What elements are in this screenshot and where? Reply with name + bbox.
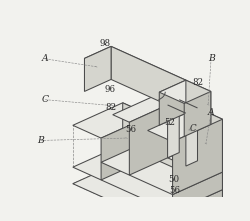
Polygon shape bbox=[168, 100, 179, 158]
Polygon shape bbox=[148, 108, 222, 142]
Polygon shape bbox=[159, 80, 211, 103]
Polygon shape bbox=[172, 206, 222, 221]
Polygon shape bbox=[123, 103, 151, 157]
Polygon shape bbox=[172, 190, 222, 221]
Polygon shape bbox=[151, 140, 222, 190]
Polygon shape bbox=[129, 100, 179, 175]
Polygon shape bbox=[73, 161, 222, 221]
Polygon shape bbox=[162, 92, 179, 152]
Polygon shape bbox=[159, 80, 186, 125]
Text: A: A bbox=[42, 54, 48, 63]
Polygon shape bbox=[198, 108, 222, 172]
Text: 56: 56 bbox=[170, 186, 180, 195]
Text: 56: 56 bbox=[126, 124, 136, 133]
Text: 82: 82 bbox=[105, 103, 116, 112]
Text: 52: 52 bbox=[164, 118, 175, 127]
Text: C: C bbox=[190, 124, 196, 133]
Text: 50: 50 bbox=[168, 175, 180, 184]
Polygon shape bbox=[101, 140, 222, 194]
Text: 98: 98 bbox=[99, 39, 110, 48]
Text: 96: 96 bbox=[104, 85, 115, 94]
Polygon shape bbox=[101, 116, 151, 180]
Polygon shape bbox=[168, 105, 186, 113]
Polygon shape bbox=[168, 152, 198, 166]
Polygon shape bbox=[172, 172, 222, 212]
Text: B: B bbox=[37, 136, 44, 145]
Text: B: B bbox=[208, 54, 214, 63]
Text: C: C bbox=[42, 95, 49, 104]
Polygon shape bbox=[172, 119, 222, 194]
Polygon shape bbox=[123, 161, 222, 212]
Text: A: A bbox=[208, 108, 214, 117]
Polygon shape bbox=[179, 100, 198, 108]
Polygon shape bbox=[84, 46, 186, 92]
Polygon shape bbox=[73, 145, 222, 212]
Polygon shape bbox=[184, 91, 211, 137]
Polygon shape bbox=[111, 46, 186, 113]
Polygon shape bbox=[123, 145, 222, 206]
Polygon shape bbox=[186, 108, 198, 166]
Polygon shape bbox=[113, 92, 179, 122]
Polygon shape bbox=[73, 103, 151, 138]
Polygon shape bbox=[186, 80, 211, 124]
Polygon shape bbox=[84, 46, 111, 91]
Text: 82: 82 bbox=[192, 78, 203, 87]
